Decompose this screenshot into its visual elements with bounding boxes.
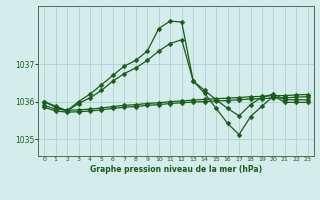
X-axis label: Graphe pression niveau de la mer (hPa): Graphe pression niveau de la mer (hPa) [90, 165, 262, 174]
